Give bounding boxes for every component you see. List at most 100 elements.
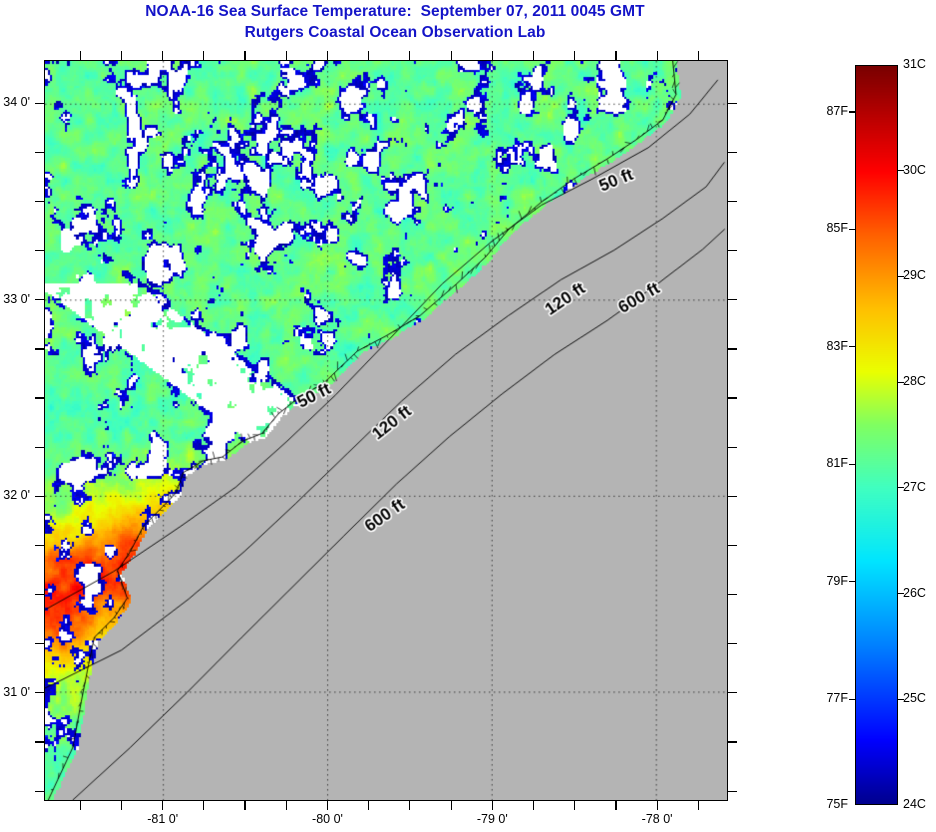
lat-tick xyxy=(35,102,44,104)
lat-tick-right xyxy=(728,692,737,694)
lat-tick xyxy=(35,200,44,203)
lon-tick-top xyxy=(244,51,246,60)
colorbar-label-fahrenheit: 87F xyxy=(826,103,848,118)
lat-tick xyxy=(35,643,44,645)
lon-tick xyxy=(162,801,164,810)
sst-map-panel[interactable] xyxy=(44,60,728,801)
lat-tick-right xyxy=(728,594,737,596)
lat-tick-right xyxy=(728,250,737,252)
lon-tick-top xyxy=(574,51,576,60)
lon-tick xyxy=(285,801,287,810)
lon-tick xyxy=(409,801,411,810)
lon-tick-top xyxy=(409,51,411,60)
lat-tick-right xyxy=(728,397,737,399)
lon-axis-label: -79 0' xyxy=(476,812,508,826)
lat-tick xyxy=(35,397,44,399)
lat-tick-right xyxy=(728,200,737,203)
lon-tick xyxy=(79,801,81,810)
lat-tick-right xyxy=(728,446,737,448)
lon-tick xyxy=(656,801,658,810)
colorbar-label-fahrenheit: 81F xyxy=(826,456,848,471)
colorbar-tick-fahrenheit xyxy=(849,463,856,465)
colorbar-tick-fahrenheit xyxy=(849,581,856,583)
lat-tick xyxy=(35,250,44,252)
lon-axis-label: -78 0' xyxy=(641,812,673,826)
colorbar-tick-fahrenheit xyxy=(849,698,856,700)
lat-axis-label: 32 0' xyxy=(3,488,30,503)
chart-title-block: NOAA-16 Sea Surface Temperature: Septemb… xyxy=(0,2,790,44)
lon-tick-top xyxy=(368,51,370,60)
lon-tick xyxy=(697,801,699,810)
lon-tick-top xyxy=(326,51,329,60)
lat-tick xyxy=(35,790,44,792)
colorbar-tick-fahrenheit xyxy=(849,228,856,231)
colorbar-gradient xyxy=(855,65,898,805)
lon-tick xyxy=(574,801,576,810)
lat-tick-right xyxy=(728,544,737,547)
lon-tick-top xyxy=(532,51,535,60)
lon-tick-top xyxy=(656,51,658,60)
lon-tick xyxy=(368,801,370,810)
lon-tick-top xyxy=(285,51,287,60)
colorbar-label-fahrenheit: 85F xyxy=(826,221,848,236)
lat-tick xyxy=(35,348,44,350)
lat-tick xyxy=(35,495,44,497)
lat-tick-right xyxy=(728,790,737,792)
lon-tick-top xyxy=(615,51,617,60)
lat-axis-label: 31 0' xyxy=(3,684,30,699)
lon-tick xyxy=(120,801,123,810)
lon-tick xyxy=(532,801,535,810)
colorbar-label-celsius: 30C xyxy=(903,162,926,177)
lat-tick-right xyxy=(728,102,737,104)
lat-tick xyxy=(35,692,44,694)
colorbar-tick-celsius xyxy=(897,487,904,489)
colorbar-label-fahrenheit: 77F xyxy=(826,691,848,706)
lon-tick-top xyxy=(450,51,452,60)
lat-tick-right xyxy=(728,348,737,350)
colorbar-label-celsius: 25C xyxy=(903,691,926,706)
colorbar-tick-celsius xyxy=(897,275,904,278)
lat-tick xyxy=(35,299,44,301)
lat-tick xyxy=(35,544,44,547)
lat-axis-label: 33 0' xyxy=(3,291,30,306)
colorbar-tick-celsius xyxy=(897,170,904,172)
lon-tick-top xyxy=(120,51,123,60)
lat-tick xyxy=(35,446,44,448)
lon-tick xyxy=(615,801,617,810)
sst-heatmap-canvas[interactable] xyxy=(45,61,727,800)
colorbar-tick-celsius xyxy=(897,592,904,595)
colorbar-tick-celsius xyxy=(897,698,904,700)
lat-tick xyxy=(35,741,44,743)
lon-tick xyxy=(326,801,329,810)
colorbar-label-fahrenheit: 79F xyxy=(826,573,848,588)
lon-tick xyxy=(244,801,246,810)
lon-tick xyxy=(450,801,452,810)
colorbar-tick-fahrenheit xyxy=(849,111,856,113)
lon-tick-top xyxy=(162,51,164,60)
lon-tick xyxy=(491,801,493,810)
lat-tick-right xyxy=(728,151,737,153)
colorbar-tick-fahrenheit xyxy=(849,346,856,348)
page-title: NOAA-16 Sea Surface Temperature: Septemb… xyxy=(145,3,645,20)
lon-tick-top xyxy=(79,51,81,60)
lon-axis-label: -80 0' xyxy=(312,812,343,826)
lat-tick-right xyxy=(728,299,737,301)
lat-tick-right xyxy=(728,643,737,645)
colorbar-tick-celsius xyxy=(897,381,904,383)
lat-tick-right xyxy=(728,495,737,497)
lat-axis-label: 34 0' xyxy=(3,95,30,110)
lon-axis-label: -81 0' xyxy=(147,812,179,826)
colorbar-label-celsius: 26C xyxy=(903,585,926,600)
colorbar-label-celsius: 24C xyxy=(903,797,926,811)
colorbar-label-celsius: 29C xyxy=(903,268,926,283)
lon-tick-top xyxy=(203,51,205,60)
lon-tick-top xyxy=(491,51,493,60)
lon-tick xyxy=(203,801,205,810)
lat-tick xyxy=(35,594,44,596)
colorbar xyxy=(855,65,898,805)
lon-tick-top xyxy=(697,51,699,60)
page-subtitle: Rutgers Coastal Ocean Observation Lab xyxy=(244,24,546,41)
colorbar-label-celsius: 28C xyxy=(903,374,926,389)
colorbar-label-celsius: 31C xyxy=(903,57,926,71)
colorbar-label-fahrenheit: 83F xyxy=(826,338,848,353)
